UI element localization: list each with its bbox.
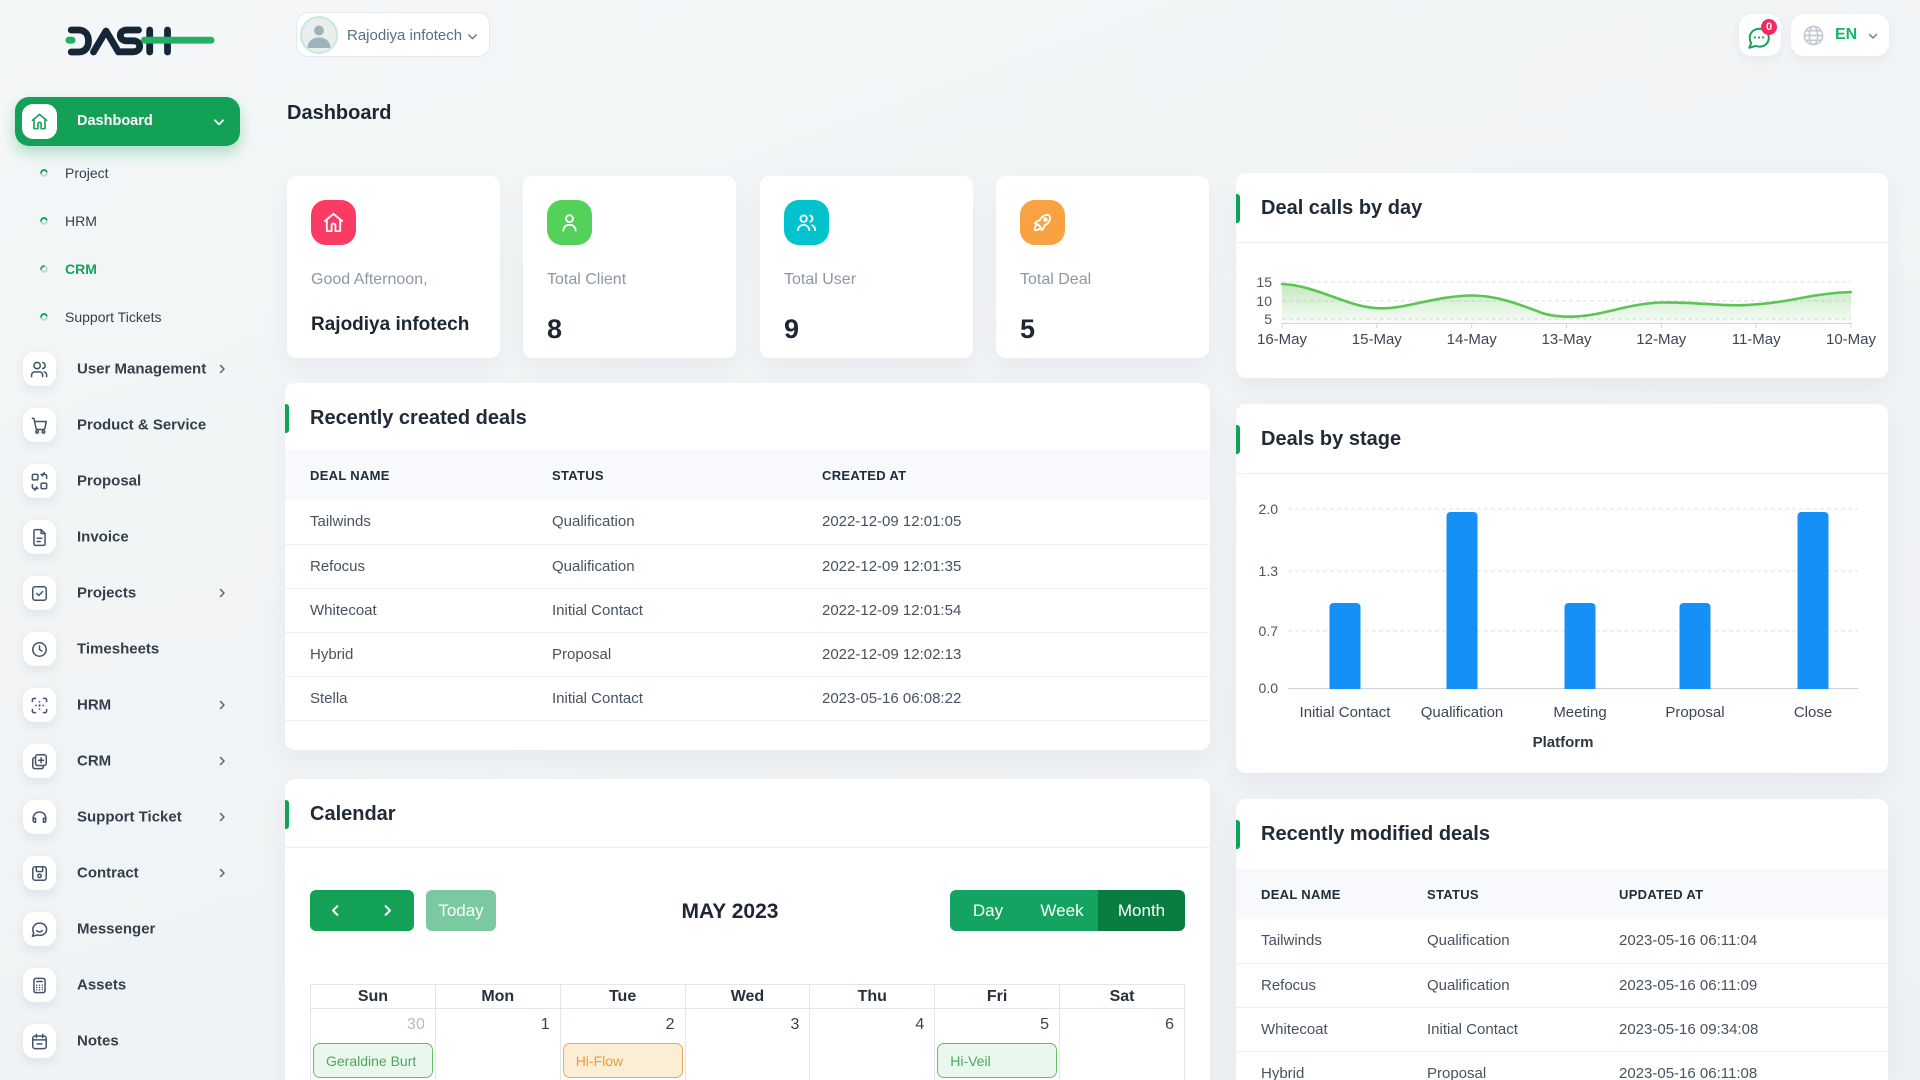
svg-text:0.7: 0.7 <box>1259 623 1279 639</box>
svg-text:5: 5 <box>1264 311 1272 327</box>
svg-text:12-May: 12-May <box>1636 331 1687 348</box>
svg-text:Close: Close <box>1794 704 1832 721</box>
svg-text:14-May: 14-May <box>1447 331 1498 348</box>
svg-text:13-May: 13-May <box>1541 331 1592 348</box>
svg-text:15: 15 <box>1256 274 1272 290</box>
svg-text:Meeting: Meeting <box>1553 704 1606 721</box>
svg-text:10: 10 <box>1256 293 1272 309</box>
svg-text:2.0: 2.0 <box>1259 501 1279 517</box>
svg-text:11-May: 11-May <box>1732 331 1781 348</box>
svg-text:Initial Contact: Initial Contact <box>1300 704 1392 721</box>
svg-text:0.0: 0.0 <box>1259 680 1279 696</box>
svg-text:15-May: 15-May <box>1352 331 1403 348</box>
svg-text:Platform: Platform <box>1533 734 1594 751</box>
svg-text:1.3: 1.3 <box>1259 563 1279 579</box>
svg-text:Qualification: Qualification <box>1421 704 1504 721</box>
svg-text:10-May: 10-May <box>1826 331 1877 348</box>
svg-text:Proposal: Proposal <box>1665 704 1724 721</box>
svg-text:16-May: 16-May <box>1257 331 1308 348</box>
